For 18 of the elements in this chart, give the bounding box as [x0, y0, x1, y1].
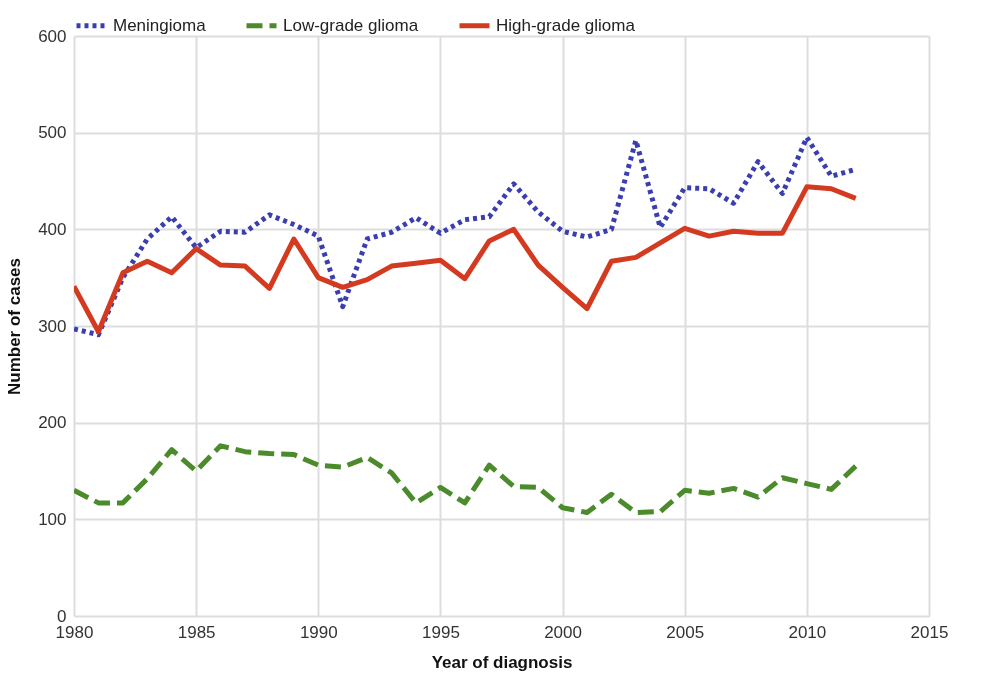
- y-tick-label: 300: [38, 316, 67, 336]
- y-tick-label: 200: [38, 413, 67, 433]
- x-tick-label: 2005: [666, 622, 705, 642]
- y-tick-label: 500: [38, 123, 67, 143]
- legend-label: Low-grade glioma: [283, 15, 419, 35]
- x-tick-label: 2010: [788, 622, 827, 642]
- y-tick-label: 100: [38, 509, 67, 529]
- x-tick-label: 1995: [422, 622, 460, 642]
- x-tick-label: 2015: [910, 622, 949, 642]
- x-tick-label: 1990: [299, 622, 338, 642]
- legend-label: High-grade glioma: [496, 15, 636, 35]
- x-axis-title: Year of diagnosis: [431, 652, 573, 672]
- x-tick-label: 2000: [544, 622, 582, 642]
- y-axis-title: Number of cases: [5, 258, 25, 395]
- y-tick-label: 600: [38, 26, 67, 46]
- y-tick-label: 400: [38, 219, 67, 239]
- x-tick-label: 1985: [177, 622, 216, 642]
- legend-label: Meningioma: [113, 15, 207, 35]
